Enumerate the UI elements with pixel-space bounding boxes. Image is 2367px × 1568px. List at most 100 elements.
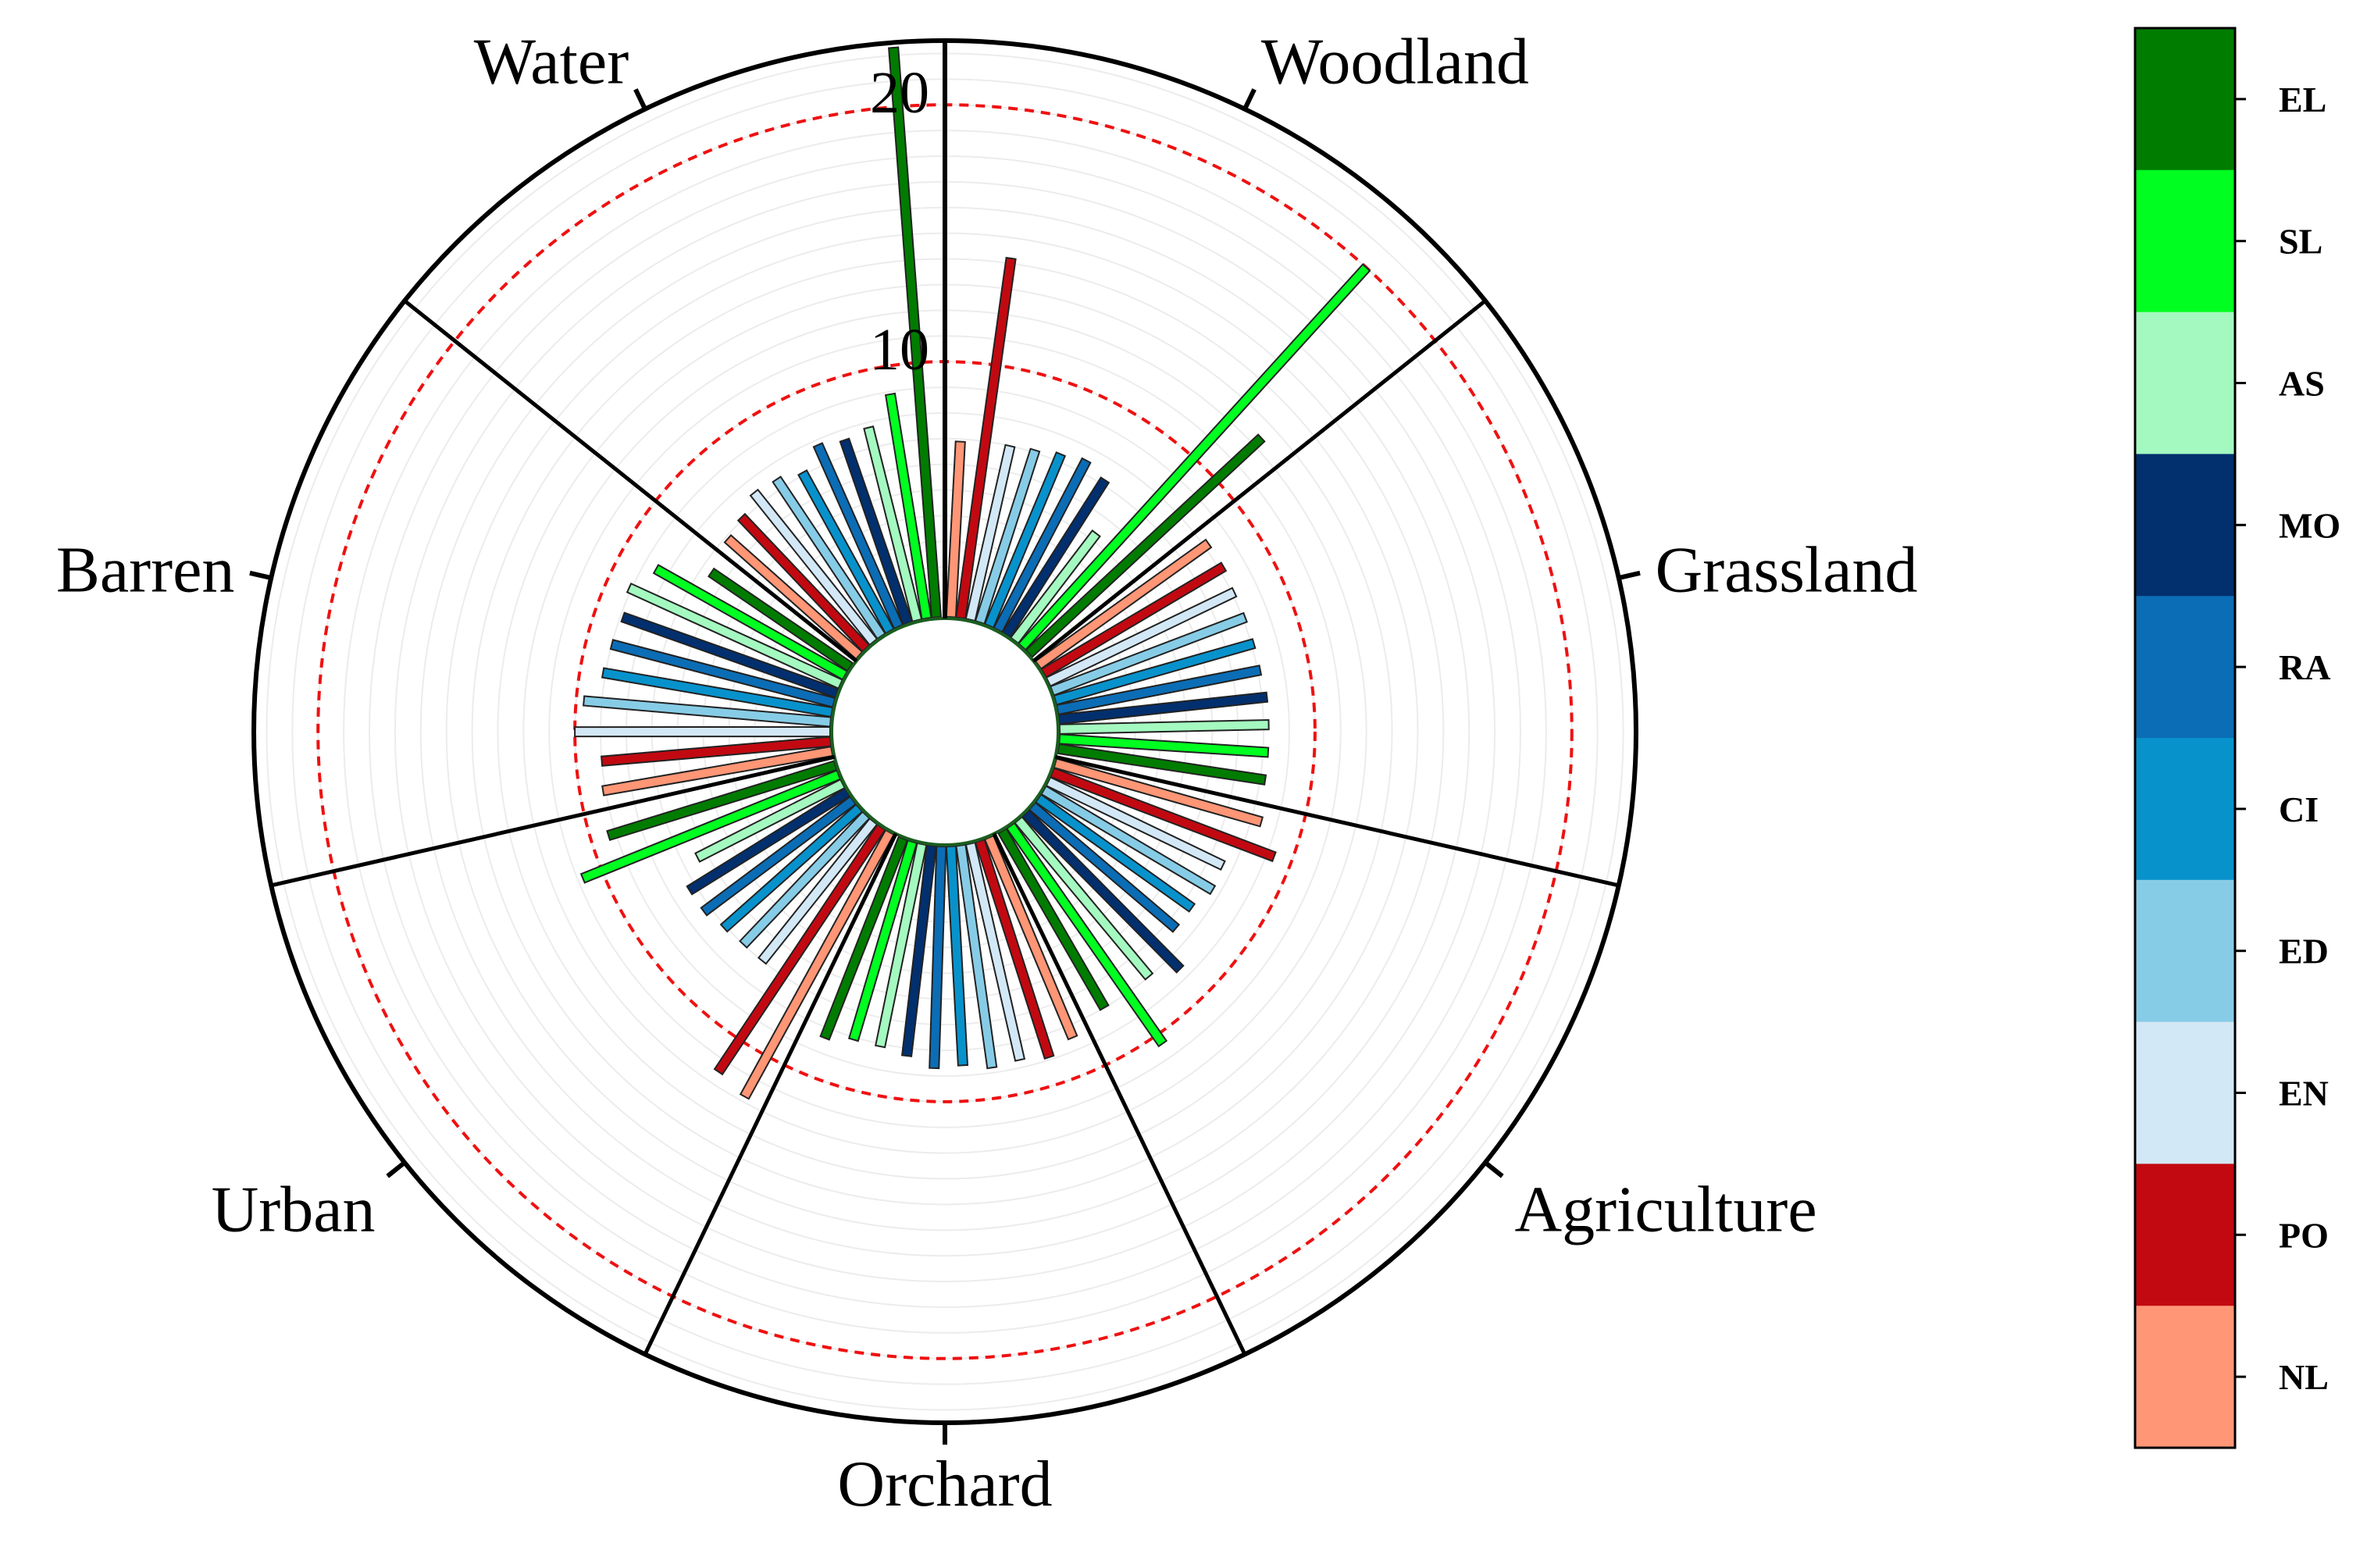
sector-divider [643,832,898,1356]
bar-orchard-ci [945,845,969,1067]
polar-frame [249,38,1641,1445]
category-tick [1618,570,1641,580]
sector-divider [270,754,836,888]
bar-urban-ci [719,803,864,933]
bar-barren-el [708,567,854,672]
bar-urban-po [713,823,886,1076]
category-label-woodland: Woodland [1261,25,1529,98]
bar-agriculture-as [1014,815,1154,981]
bar-agriculture-sl [1005,821,1168,1048]
bar-water-mo [839,437,914,626]
bar-woodland-nl [945,440,966,618]
bar-water-nl [723,533,864,661]
category-label-urban: Urban [212,1174,376,1246]
bar-woodland-ra [993,457,1092,633]
bar-water-sl [884,392,932,621]
category-tick [249,570,272,580]
inner-hole [830,617,1060,846]
bar-urban-mo [686,787,851,896]
bar-agriculture-el [996,827,1110,1011]
bar-agriculture-ra [1028,801,1181,933]
bar-woodland-as [1009,529,1101,645]
legend-label-sl: SL [2279,222,2322,262]
legend: EL SL AS MO RA CI ED EN PO NL [2134,27,2340,1449]
radial-tick-labels: 10 20 [870,60,929,383]
legend-label-po: PO [2279,1215,2329,1255]
category-label-agriculture: Agriculture [1514,1174,1816,1246]
bar-woodland-ed [974,447,1041,625]
bar-grassland-sl [1058,733,1270,758]
bar-grassland-ci [1053,638,1257,706]
legend-label-ci: CI [2279,789,2319,829]
bar-water-en [749,488,879,647]
legend-label-mo: MO [2279,505,2340,545]
bar-orchard-nl [983,834,1078,1041]
category-label-orchard: Orchard [837,1448,1052,1520]
bar-orchard-sl [847,839,918,1042]
legend-swatch-nl [2135,1306,2235,1449]
category-tick [386,1160,406,1178]
bars [574,46,1371,1100]
bar-barren-sl [652,564,849,681]
legend-label-as: AS [2279,364,2325,404]
category-label-grassland: Grassland [1656,533,1918,606]
category-label-water: Water [474,25,629,98]
legend-swatch-mo [2135,454,2235,597]
bar-urban-ra [700,795,857,917]
bar-barren-ra [609,639,836,708]
bar-grassland-mo [1057,691,1269,725]
bar-grassland-en [1045,586,1238,687]
legend-label-nl: NL [2279,1357,2329,1397]
legend-swatch-el [2135,28,2235,171]
legend-swatch-ra [2135,596,2235,739]
sector-divider [1032,299,1487,663]
category-labels: Woodland Grassland Agriculture Orchard Urban… [56,25,1918,1520]
legend-label-en: EN [2279,1074,2329,1114]
legend-swatch-po [2135,1164,2235,1306]
bar-orchard-en [964,841,1026,1062]
bar-orchard-mo [900,844,937,1057]
bar-woodland-en [964,444,1016,622]
legend-swatch-as [2135,312,2235,454]
legend-label-ra: RA [2279,647,2330,687]
bar-agriculture-ci [1034,793,1196,913]
bar-barren-po [601,736,832,767]
bar-water-ra [812,442,904,630]
sector-divider [403,299,858,663]
bar-barren-as [626,583,844,690]
legend-label-el: EL [2279,80,2326,119]
bar-grassland-po [1040,561,1228,679]
bar-grassland-as [1058,718,1270,735]
bar-urban-sl [579,769,842,884]
legend-swatch-ci [2135,738,2235,881]
category-tick [633,88,647,110]
legend-swatch-ed [2135,879,2235,1023]
legend-swatch-sl [2135,169,2235,313]
bar-barren-nl [601,745,834,796]
category-tick [1484,1160,1504,1178]
bar-agriculture-po [1050,767,1277,863]
bar-barren-mo [620,611,840,699]
radial-tick-20: 20 [870,60,929,126]
legend-border [2134,27,2237,1449]
bar-urban-as [694,778,847,863]
sector-divider [1054,754,1620,888]
bar-grassland-el [1057,743,1267,786]
legend-label-ed: ED [2279,932,2329,971]
bar-urban-ed [739,811,871,949]
bar-water-po [736,512,871,653]
bar-barren-en [574,725,831,738]
bar-woodland-sl [1017,263,1371,651]
bar-agriculture-ed [1040,785,1217,896]
radial-tick-10: 10 [870,317,929,383]
sector-divider [992,832,1247,1356]
bar-urban-nl [739,829,895,1100]
bar-orchard-el [819,836,909,1041]
category-label-barren: Barren [56,533,235,606]
bar-urban-en [757,817,879,965]
bar-barren-ed [583,695,832,728]
bar-water-ed [772,476,886,640]
legend-swatch-en [2135,1021,2235,1164]
bar-woodland-po [955,256,1017,620]
